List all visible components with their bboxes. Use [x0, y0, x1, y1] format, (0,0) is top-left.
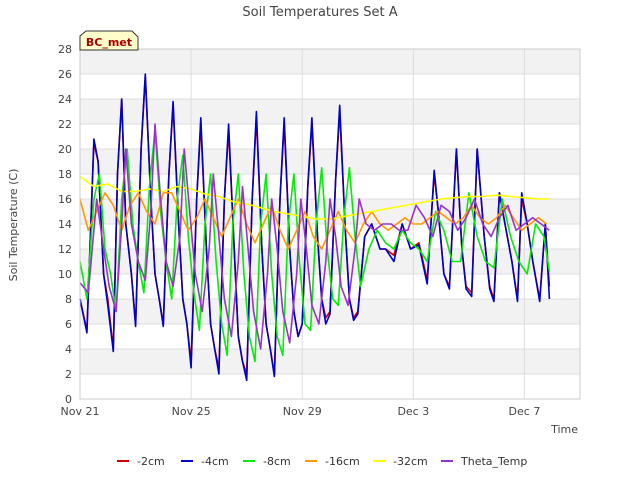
legend-label: -4cm [201, 455, 229, 468]
y-tick-label: 14 [58, 218, 72, 231]
legend-label: Theta_Temp [460, 455, 527, 468]
chart-title: Soil Temperatures Set A [242, 5, 397, 20]
legend: -2cm -4cm -8cm -16cm -32cm Theta_Temp [117, 455, 527, 468]
series-line-4cm [79, 73, 551, 382]
y-tick-label: 12 [58, 243, 72, 256]
y-tick-label: 18 [58, 168, 72, 181]
x-tick-label: Dec 3 [397, 405, 429, 418]
y-tick-label: 10 [58, 268, 72, 281]
legend-label: -8cm [263, 455, 291, 468]
y-tick-label: 0 [65, 393, 72, 406]
plot-band [80, 349, 580, 374]
x-tick-label: Nov 25 [172, 405, 211, 418]
y-tick-label: 24 [58, 93, 72, 106]
legend-label: -16cm [325, 455, 360, 468]
y-tick-label: 6 [65, 318, 72, 331]
x-tick-label: Nov 29 [283, 405, 322, 418]
y-tick-label: 16 [58, 193, 72, 206]
plot-band [80, 49, 580, 74]
y-tick-label: 4 [65, 343, 72, 356]
plot-band [80, 99, 580, 124]
series-line-theta-temp [79, 123, 550, 350]
y-tick-label: 28 [58, 43, 72, 56]
series-line-8cm [79, 129, 551, 363]
y-tick-label: 22 [58, 118, 72, 131]
annotation-label: BC_met [86, 36, 132, 49]
series-lines [79, 73, 551, 382]
annotation-box-shape [79, 30, 139, 51]
y-tick-label: 26 [58, 68, 72, 81]
legend-label: -2cm [137, 455, 165, 468]
plot-band [80, 149, 580, 174]
x-tick-label: Dec 7 [509, 405, 541, 418]
x-tick-label: Nov 21 [61, 405, 100, 418]
y-tick-label: 2 [65, 368, 72, 381]
plot-frame [79, 48, 581, 400]
y-tick-label: 8 [65, 293, 72, 306]
series-line-32cm [79, 175, 550, 220]
legend-label: -32cm [393, 455, 428, 468]
y-tick-label: 20 [58, 143, 72, 156]
y-axis-label: Soil Temperature (C) [7, 169, 20, 282]
x-axis-ticks: Nov 21 Nov 25 Nov 29 Dec 3 Dec 7 [61, 405, 541, 418]
x-axis-label: Time [550, 423, 578, 436]
annotation-box: BC_met [79, 30, 139, 51]
